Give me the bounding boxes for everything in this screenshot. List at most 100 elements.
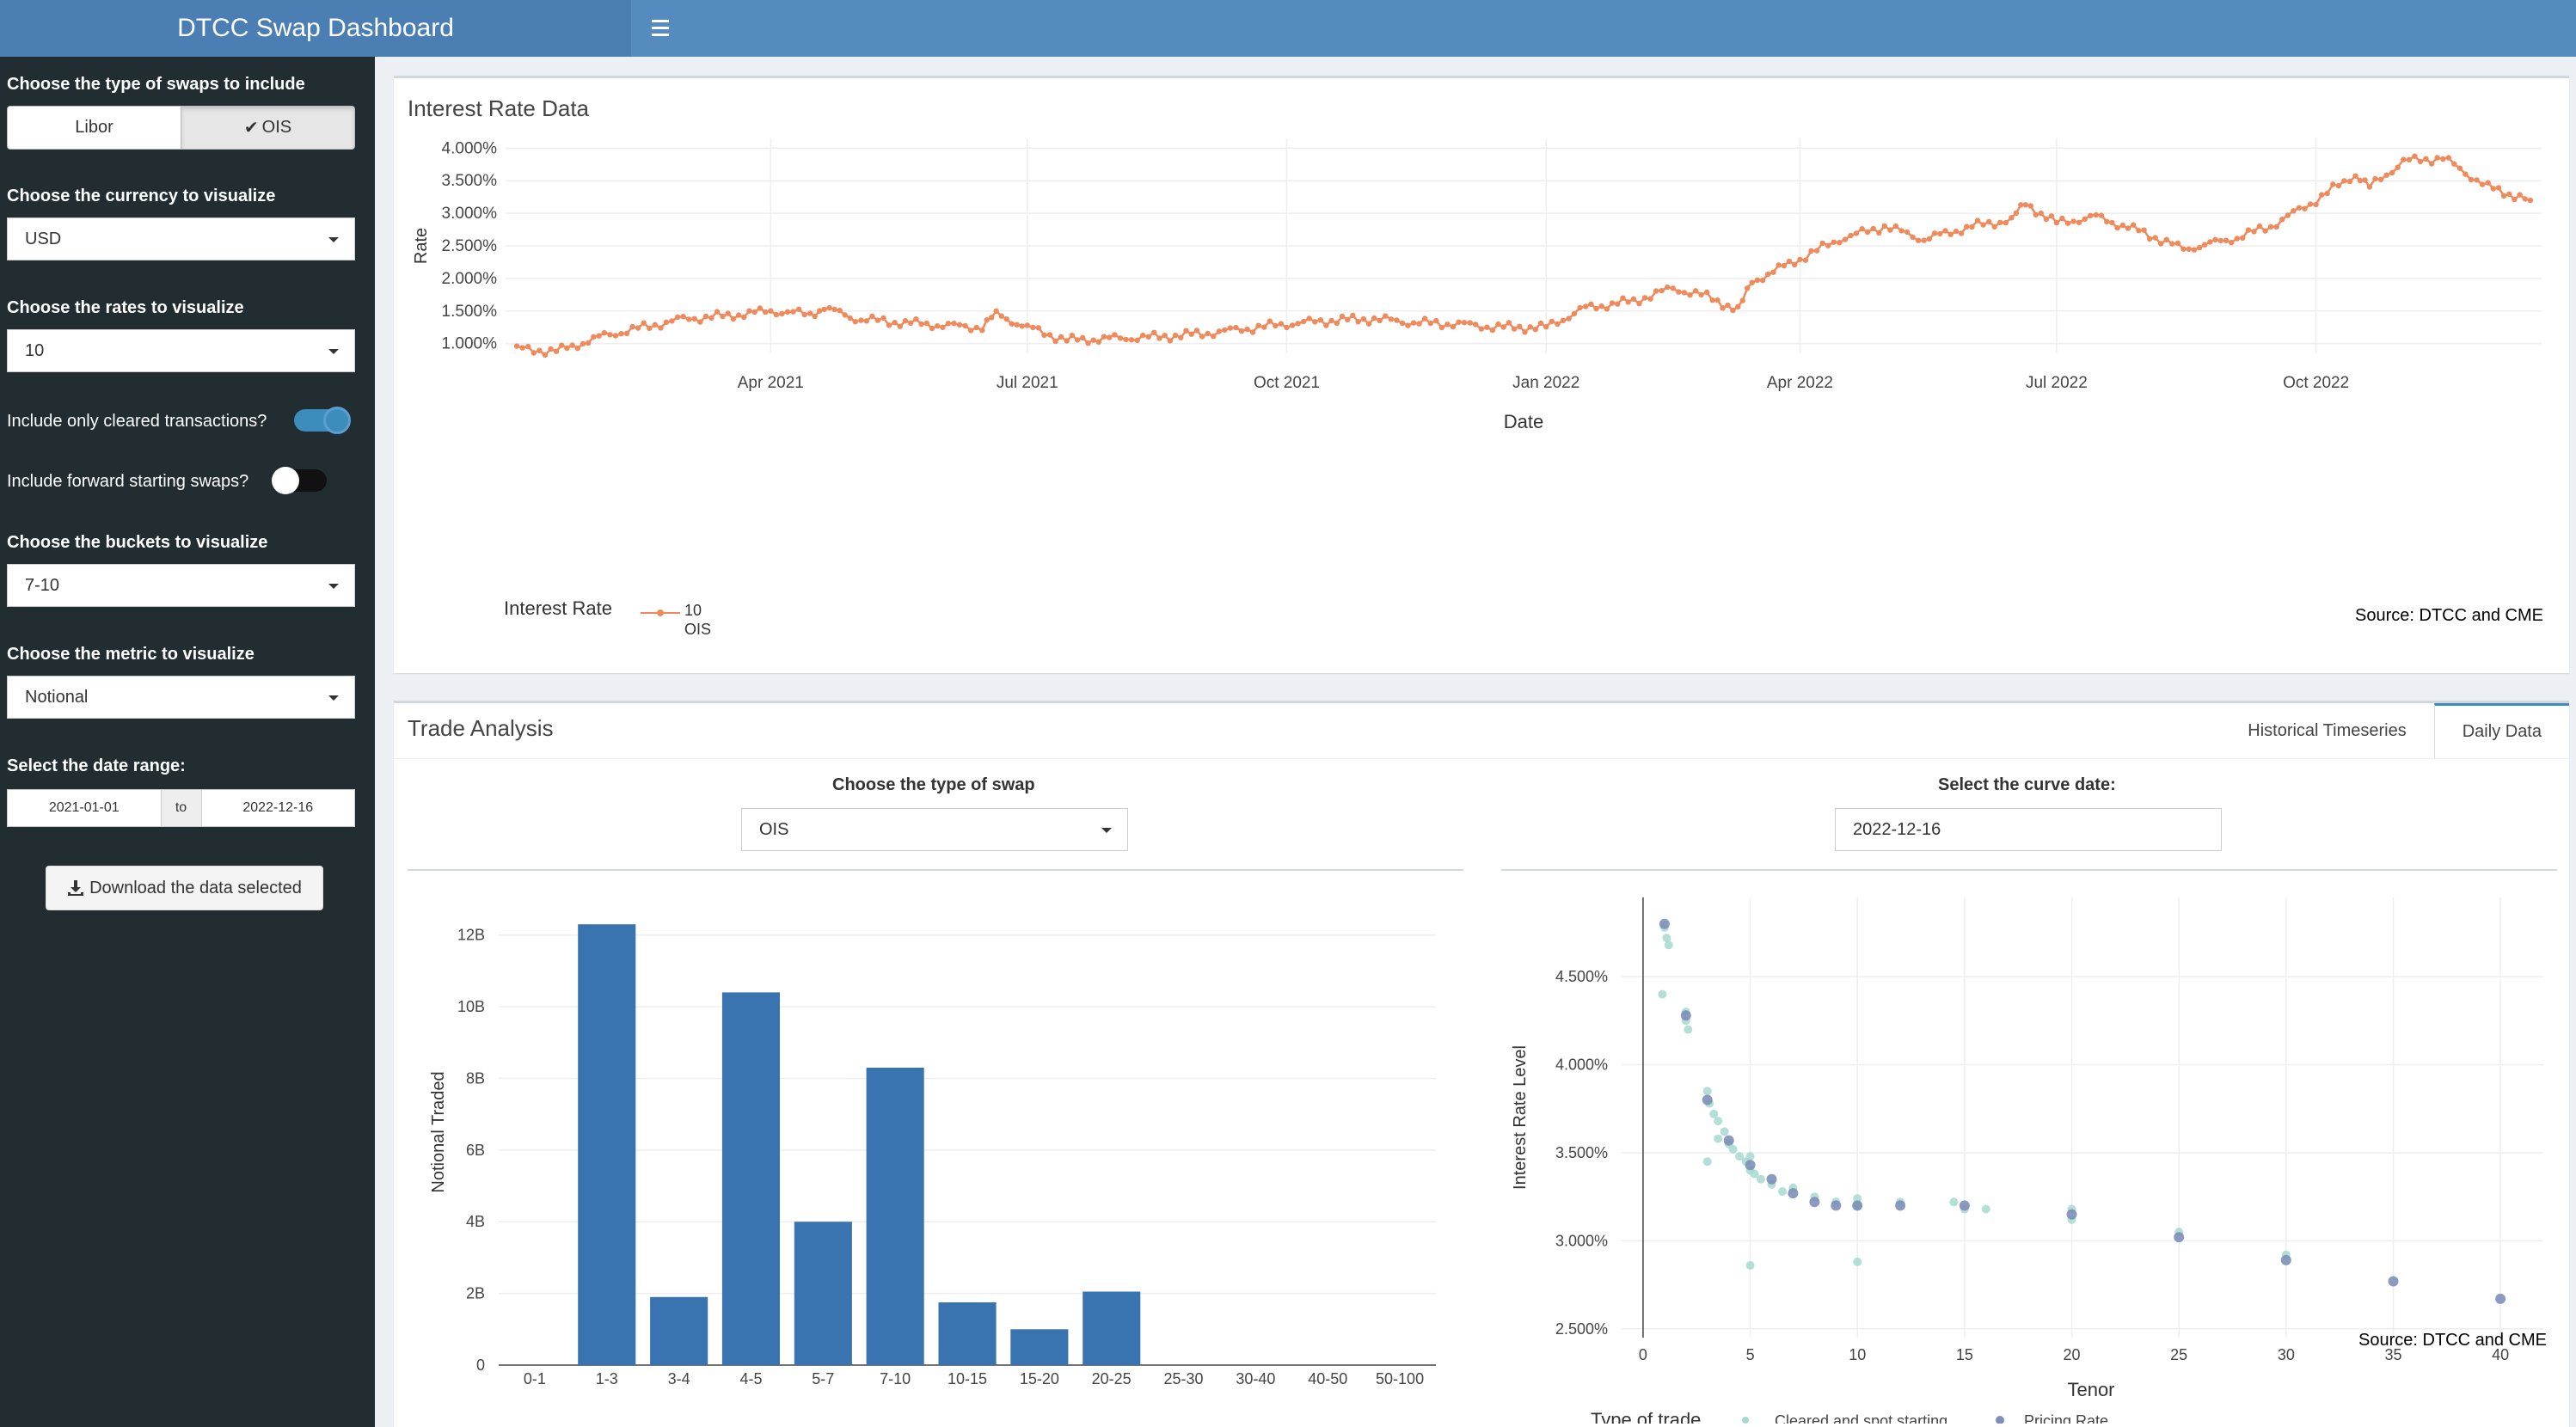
rate-point bbox=[2064, 220, 2071, 226]
rate-point bbox=[1831, 239, 1837, 245]
x-tick-label: 30 bbox=[2278, 1346, 2295, 1363]
rate-point bbox=[2389, 169, 2395, 176]
rate-point bbox=[1058, 334, 1064, 340]
rate-point bbox=[1255, 322, 1261, 328]
rate-point bbox=[2440, 156, 2446, 162]
rate-point bbox=[1009, 321, 1015, 327]
rate-point bbox=[1019, 323, 1025, 329]
rate-point bbox=[1808, 248, 1814, 254]
rate-point bbox=[2104, 218, 2110, 224]
rate-point bbox=[1681, 290, 1688, 296]
y-tick-label: 3.500% bbox=[442, 172, 498, 190]
rate-point bbox=[1527, 324, 1533, 330]
rate-point bbox=[1074, 337, 1081, 343]
x-tick-label: 40 bbox=[2492, 1346, 2509, 1363]
rate-point bbox=[2141, 227, 2147, 233]
rate-point bbox=[1786, 258, 1793, 265]
swap-type-select[interactable]: OIS bbox=[741, 808, 1128, 851]
rate-point bbox=[2207, 239, 2213, 245]
cleared-point bbox=[1750, 1169, 1759, 1179]
rate-point bbox=[956, 322, 963, 328]
metric-select[interactable]: Notional bbox=[7, 676, 355, 719]
rate-point bbox=[1898, 228, 1904, 234]
rate-point bbox=[751, 309, 757, 315]
rate-point bbox=[1887, 227, 1893, 233]
rate-point bbox=[1041, 332, 1047, 338]
rate-point bbox=[2512, 196, 2518, 203]
rate-point bbox=[1377, 317, 1383, 323]
rate-point bbox=[2291, 208, 2297, 214]
rate-point bbox=[1739, 297, 1745, 303]
interest-rate-chart[interactable]: Apr 2021 Jul 2021 Oct 2021 Jan 2022 Apr 2022… bbox=[394, 121, 2569, 671]
hamburger-icon[interactable] bbox=[648, 14, 672, 41]
rate-point bbox=[525, 343, 531, 350]
switch-knob bbox=[272, 467, 299, 494]
rate-point bbox=[647, 325, 653, 332]
rate-point bbox=[548, 346, 554, 352]
rate-point bbox=[1560, 317, 1567, 323]
rate-point bbox=[2445, 155, 2451, 161]
rate-point bbox=[962, 322, 968, 329]
rate-point bbox=[720, 313, 726, 320]
date-start-input[interactable]: 2021-01-01 bbox=[48, 800, 120, 815]
ois-button[interactable]: ✔ OIS bbox=[181, 107, 354, 149]
currency-select[interactable]: USD bbox=[7, 217, 355, 260]
rate-point bbox=[940, 324, 946, 330]
check-icon: ✔ bbox=[243, 119, 259, 138]
rates-select[interactable]: 10 bbox=[7, 329, 355, 372]
rate-point bbox=[1085, 340, 1091, 346]
tab-historical-timeseries[interactable]: Historical Timeseries bbox=[2248, 720, 2407, 740]
legend-line1: 10 bbox=[684, 602, 702, 619]
rate-point bbox=[2022, 202, 2028, 208]
rate-point bbox=[2180, 246, 2187, 252]
buckets-select[interactable]: 7-10 bbox=[7, 564, 355, 607]
download-icon bbox=[68, 880, 84, 896]
rate-point bbox=[2186, 246, 2192, 252]
rate-point bbox=[735, 312, 742, 318]
rate-point bbox=[2109, 219, 2115, 226]
rate-point bbox=[779, 310, 785, 317]
rate-point bbox=[863, 318, 869, 324]
x-tick-label: 10 bbox=[1849, 1346, 1866, 1363]
rate-point bbox=[1183, 328, 1189, 334]
rate-point bbox=[607, 332, 613, 338]
rate-point bbox=[1759, 277, 1766, 284]
y-tick-label: 3.500% bbox=[1555, 1144, 1608, 1161]
tab-daily-data[interactable]: Daily Data bbox=[2433, 703, 2569, 758]
chevron-down-icon bbox=[328, 584, 339, 589]
download-button[interactable]: Download the data selected bbox=[46, 866, 323, 910]
rate-point bbox=[1422, 315, 1428, 322]
notional-bar-chart[interactable]: 0 2B 4B 6B 8B 10B 12B Notional Traded 0-1 1-3 3-4 4… bbox=[408, 873, 1463, 1424]
rate-point bbox=[1765, 271, 1771, 278]
rate-point bbox=[1825, 242, 1831, 248]
forward-switch[interactable] bbox=[272, 467, 327, 494]
date-end-input[interactable]: 2022-12-16 bbox=[242, 800, 314, 815]
bar bbox=[721, 992, 780, 1365]
rate-point bbox=[1495, 321, 1501, 328]
date-range-label: Select the date range: bbox=[7, 756, 186, 775]
rate-point bbox=[1123, 336, 1129, 343]
swap-type-toggle-group: Libor ✔ OIS bbox=[7, 106, 355, 150]
rate-point bbox=[2240, 235, 2246, 241]
rate-point bbox=[586, 340, 592, 346]
bar bbox=[866, 1068, 924, 1365]
rate-point bbox=[784, 309, 791, 315]
rate-point bbox=[2196, 244, 2203, 251]
trade-analysis-title: Trade Analysis bbox=[408, 715, 554, 741]
curve-date-input[interactable]: 2022-12-16 bbox=[1835, 808, 2222, 851]
rate-point bbox=[1167, 338, 1174, 344]
libor-button[interactable]: Libor bbox=[75, 118, 113, 137]
rate-point bbox=[1926, 236, 1933, 242]
cleared-switch[interactable] bbox=[294, 407, 351, 434]
rate-point bbox=[1489, 327, 1496, 334]
x-tick-label: 15-20 bbox=[1020, 1370, 1059, 1387]
rate-point bbox=[1892, 223, 1899, 230]
pricing-point bbox=[1809, 1197, 1820, 1208]
rate-scatter-chart[interactable]: 0 5 10 15 20 25 30 35 40 2.500% 3.000% 3.500% 4.000%… bbox=[1501, 873, 2557, 1424]
rate-point bbox=[1511, 326, 1518, 332]
x-tick-label: Jul 2021 bbox=[997, 374, 1058, 392]
divider bbox=[394, 758, 2569, 759]
rate-point bbox=[1714, 297, 1720, 303]
ois-button-label: OIS bbox=[261, 118, 292, 137]
rate-point bbox=[746, 308, 752, 314]
